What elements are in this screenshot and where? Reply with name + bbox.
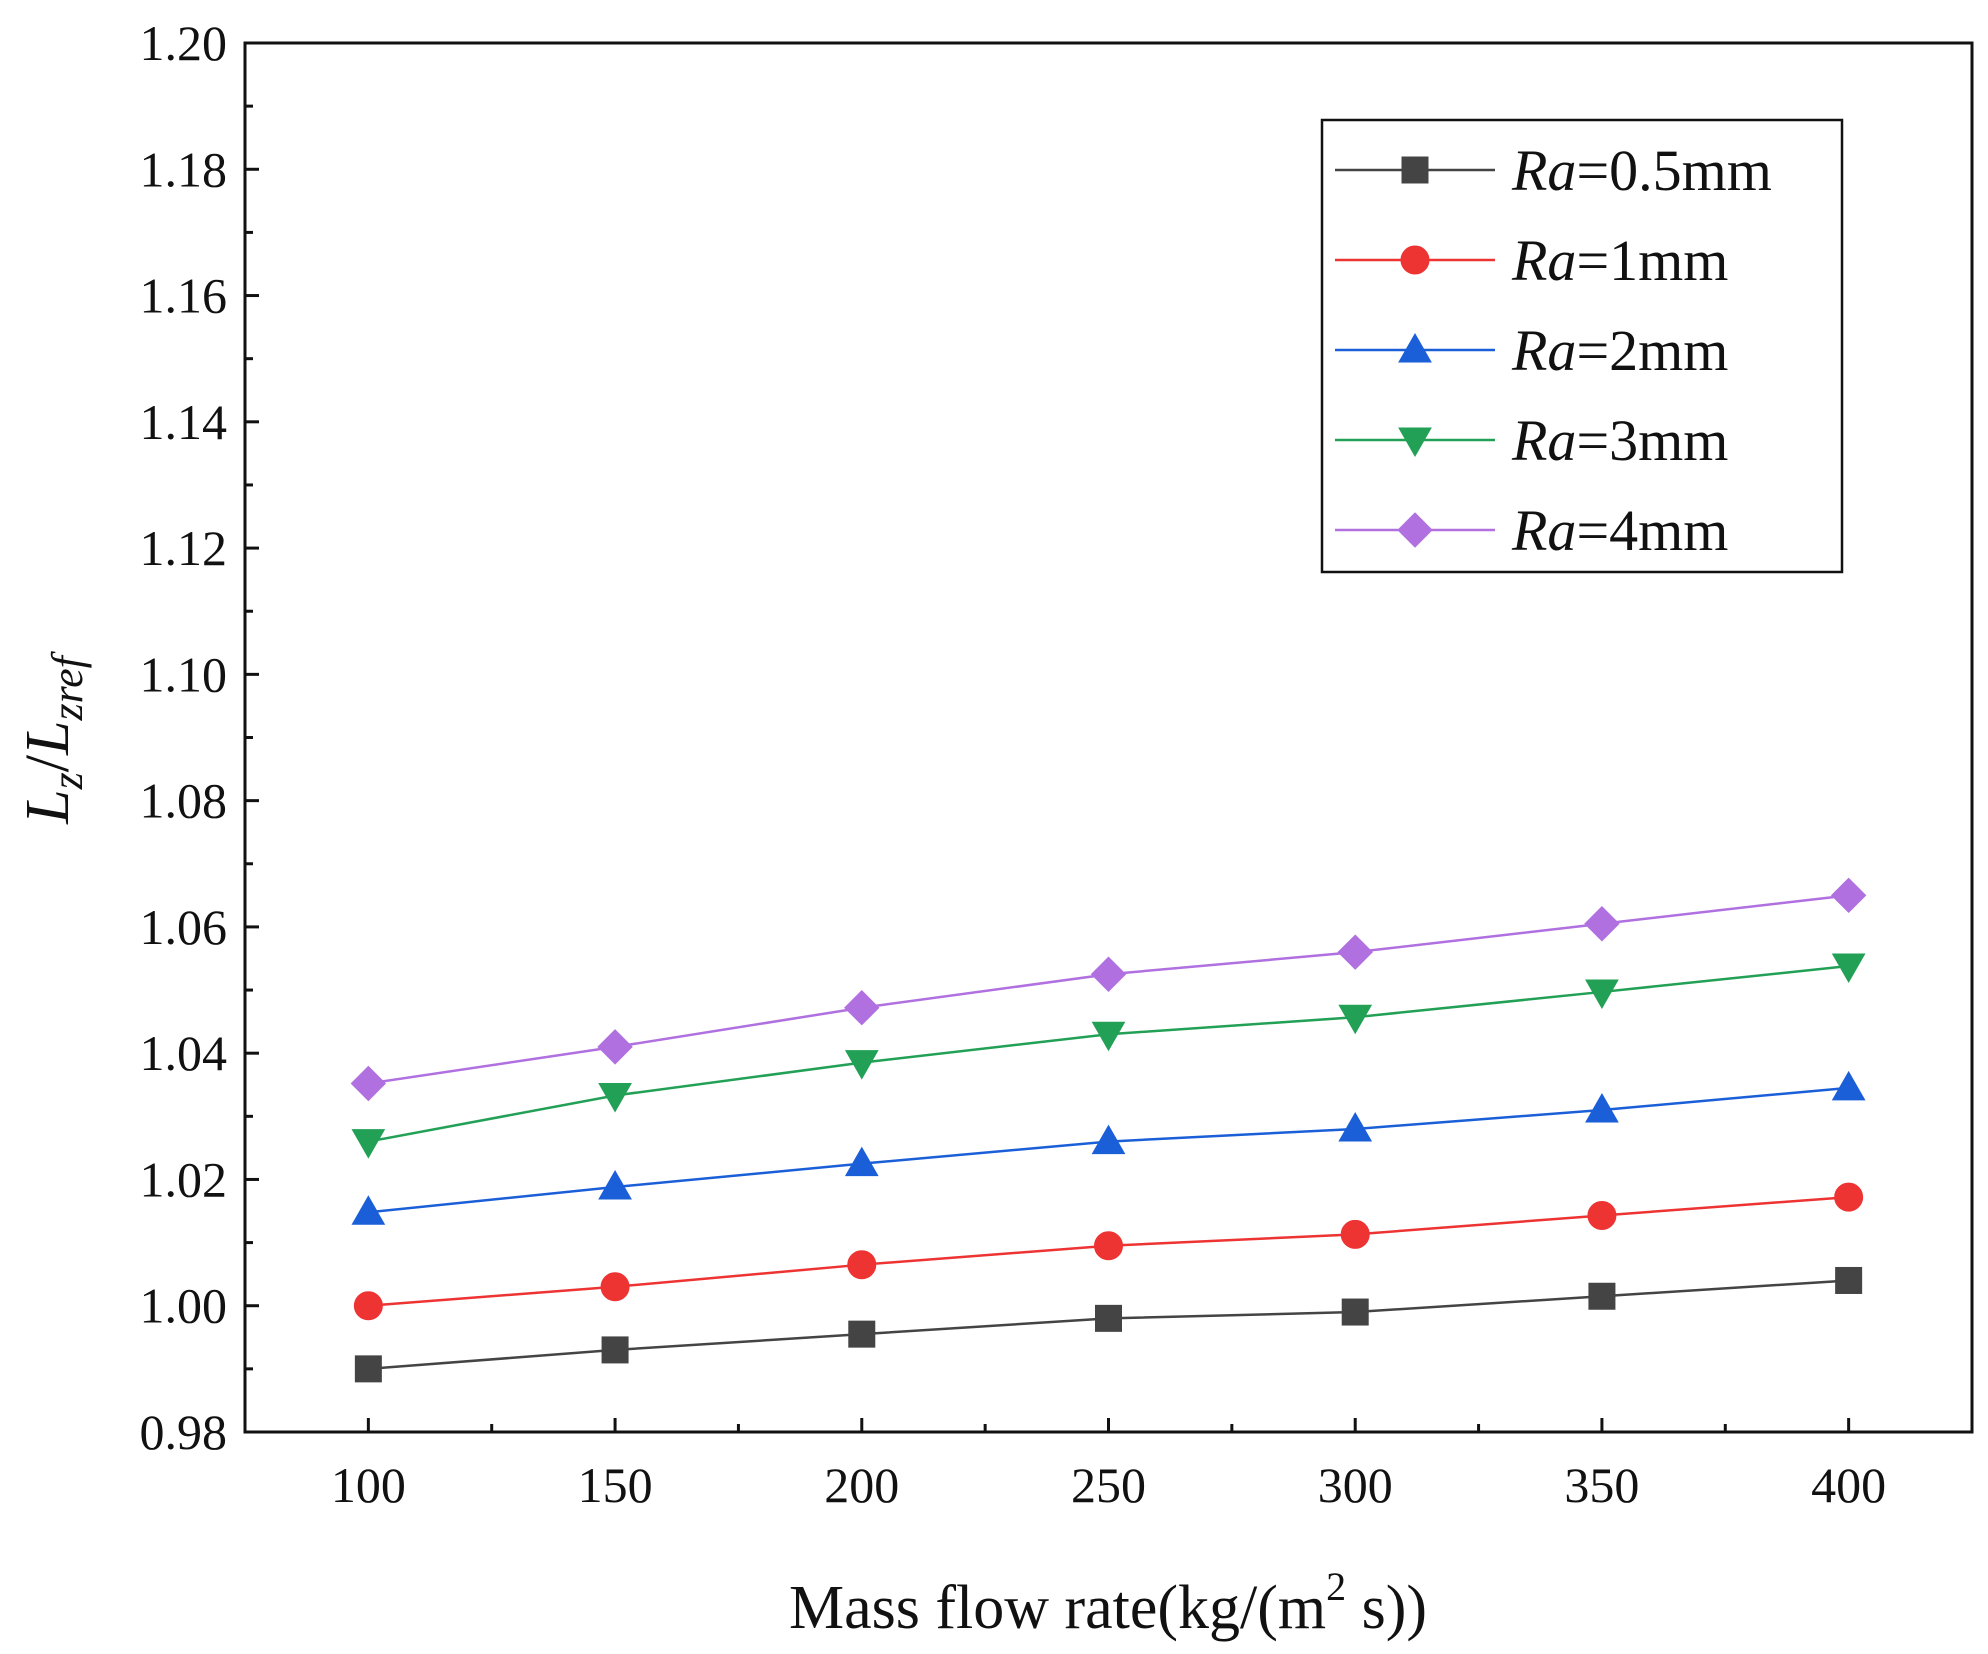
data-point bbox=[601, 1336, 629, 1364]
data-point bbox=[600, 1272, 630, 1302]
legend-marker bbox=[1398, 332, 1432, 363]
y-tick-label: 1.06 bbox=[140, 899, 228, 955]
x-tick-label: 250 bbox=[1071, 1457, 1146, 1513]
data-point bbox=[1337, 934, 1373, 970]
legend-marker bbox=[1401, 156, 1429, 184]
series-1 bbox=[354, 1266, 1863, 1383]
data-point bbox=[848, 1320, 876, 1348]
data-point bbox=[1094, 1231, 1123, 1261]
y-tick-label: 1.10 bbox=[140, 646, 228, 702]
data-point bbox=[1091, 1021, 1126, 1052]
data-point bbox=[1090, 956, 1127, 992]
legend-label: Ra=4mm bbox=[1511, 498, 1728, 563]
series-line bbox=[368, 964, 1849, 1143]
legend-marker bbox=[1398, 427, 1432, 458]
legend-label: Ra=0.5mm bbox=[1511, 138, 1772, 203]
data-point bbox=[1338, 1111, 1373, 1142]
x-tick-label: 100 bbox=[331, 1457, 406, 1513]
y-tick-label: 1.04 bbox=[140, 1025, 228, 1081]
legend-label: Ra=1mm bbox=[1511, 228, 1728, 293]
data-point bbox=[847, 1250, 877, 1280]
series-4 bbox=[351, 953, 1866, 1159]
y-axis-title: Lz/Lzref bbox=[14, 650, 92, 824]
legend-entry-1: Ra=0.5mm bbox=[1335, 138, 1772, 203]
data-point bbox=[350, 1065, 387, 1102]
y-tick-label: 1.14 bbox=[140, 394, 228, 450]
legend-entry-3: Ra=2mm bbox=[1335, 318, 1728, 383]
data-point bbox=[1091, 1124, 1126, 1155]
legend-marker bbox=[1400, 245, 1430, 275]
x-tick-label: 150 bbox=[578, 1457, 653, 1513]
data-point bbox=[1834, 1182, 1864, 1212]
y-axis-ticks: 0.98 1.00 1.02 1.04 1.06 1.08 1.10 1.12 1.14 1.16… bbox=[140, 15, 259, 1460]
data-point bbox=[1835, 1266, 1863, 1294]
data-point bbox=[354, 1355, 382, 1383]
series-layer bbox=[350, 877, 1867, 1383]
data-point bbox=[844, 990, 880, 1026]
data-point bbox=[1587, 1200, 1617, 1230]
data-point bbox=[1831, 953, 1866, 984]
y-tick-label: 1.08 bbox=[140, 773, 228, 829]
data-point bbox=[351, 1129, 386, 1159]
data-point bbox=[1585, 979, 1619, 1009]
x-tick-label: 350 bbox=[1564, 1457, 1639, 1513]
y-tick-label: 1.12 bbox=[140, 520, 228, 576]
legend-entry-5: Ra=4mm bbox=[1335, 498, 1728, 563]
x-tick-label: 300 bbox=[1318, 1457, 1393, 1513]
legend-marker bbox=[1397, 512, 1433, 548]
data-point bbox=[844, 1050, 879, 1080]
data-point bbox=[1340, 1219, 1370, 1249]
legend-entry-4: Ra=3mm bbox=[1335, 408, 1728, 473]
data-point bbox=[1830, 877, 1867, 914]
data-point bbox=[1095, 1304, 1122, 1332]
y-tick-label: 1.00 bbox=[140, 1278, 228, 1334]
data-point bbox=[598, 1170, 632, 1200]
series-2 bbox=[353, 1182, 1864, 1321]
data-point bbox=[1831, 1070, 1866, 1101]
y-tick-label: 1.16 bbox=[140, 268, 228, 324]
series-5 bbox=[350, 877, 1867, 1102]
legend: Ra=0.5mm Ra=1mm Ra=2mm Ra=3mm Ra=4mm bbox=[1320, 118, 1844, 574]
data-point bbox=[597, 1029, 633, 1065]
x-tick-label: 400 bbox=[1811, 1457, 1886, 1513]
x-axis-title: Mass flow rate(kg/(m2 s)) bbox=[789, 1564, 1427, 1642]
data-point bbox=[844, 1146, 879, 1177]
data-point bbox=[598, 1082, 632, 1113]
legend-label: Ra=2mm bbox=[1511, 318, 1728, 383]
y-tick-label: 1.20 bbox=[140, 15, 228, 71]
legend-label: Ra=3mm bbox=[1511, 408, 1728, 473]
series-3 bbox=[351, 1070, 1866, 1225]
legend-entry-2: Ra=1mm bbox=[1335, 228, 1728, 293]
data-point bbox=[1341, 1298, 1369, 1326]
x-tick-label: 200 bbox=[824, 1457, 899, 1513]
data-point bbox=[353, 1291, 383, 1321]
data-point bbox=[1338, 1004, 1373, 1035]
y-tick-label: 0.98 bbox=[140, 1404, 228, 1460]
y-tick-label: 1.18 bbox=[140, 141, 228, 197]
data-point bbox=[1584, 906, 1620, 942]
x-axis-ticks: 100 150 200 250 300 350 400 bbox=[331, 1418, 1886, 1513]
data-point bbox=[1588, 1282, 1616, 1310]
y-tick-label: 1.02 bbox=[140, 1151, 228, 1207]
data-point bbox=[1585, 1092, 1619, 1123]
data-point bbox=[351, 1195, 386, 1225]
